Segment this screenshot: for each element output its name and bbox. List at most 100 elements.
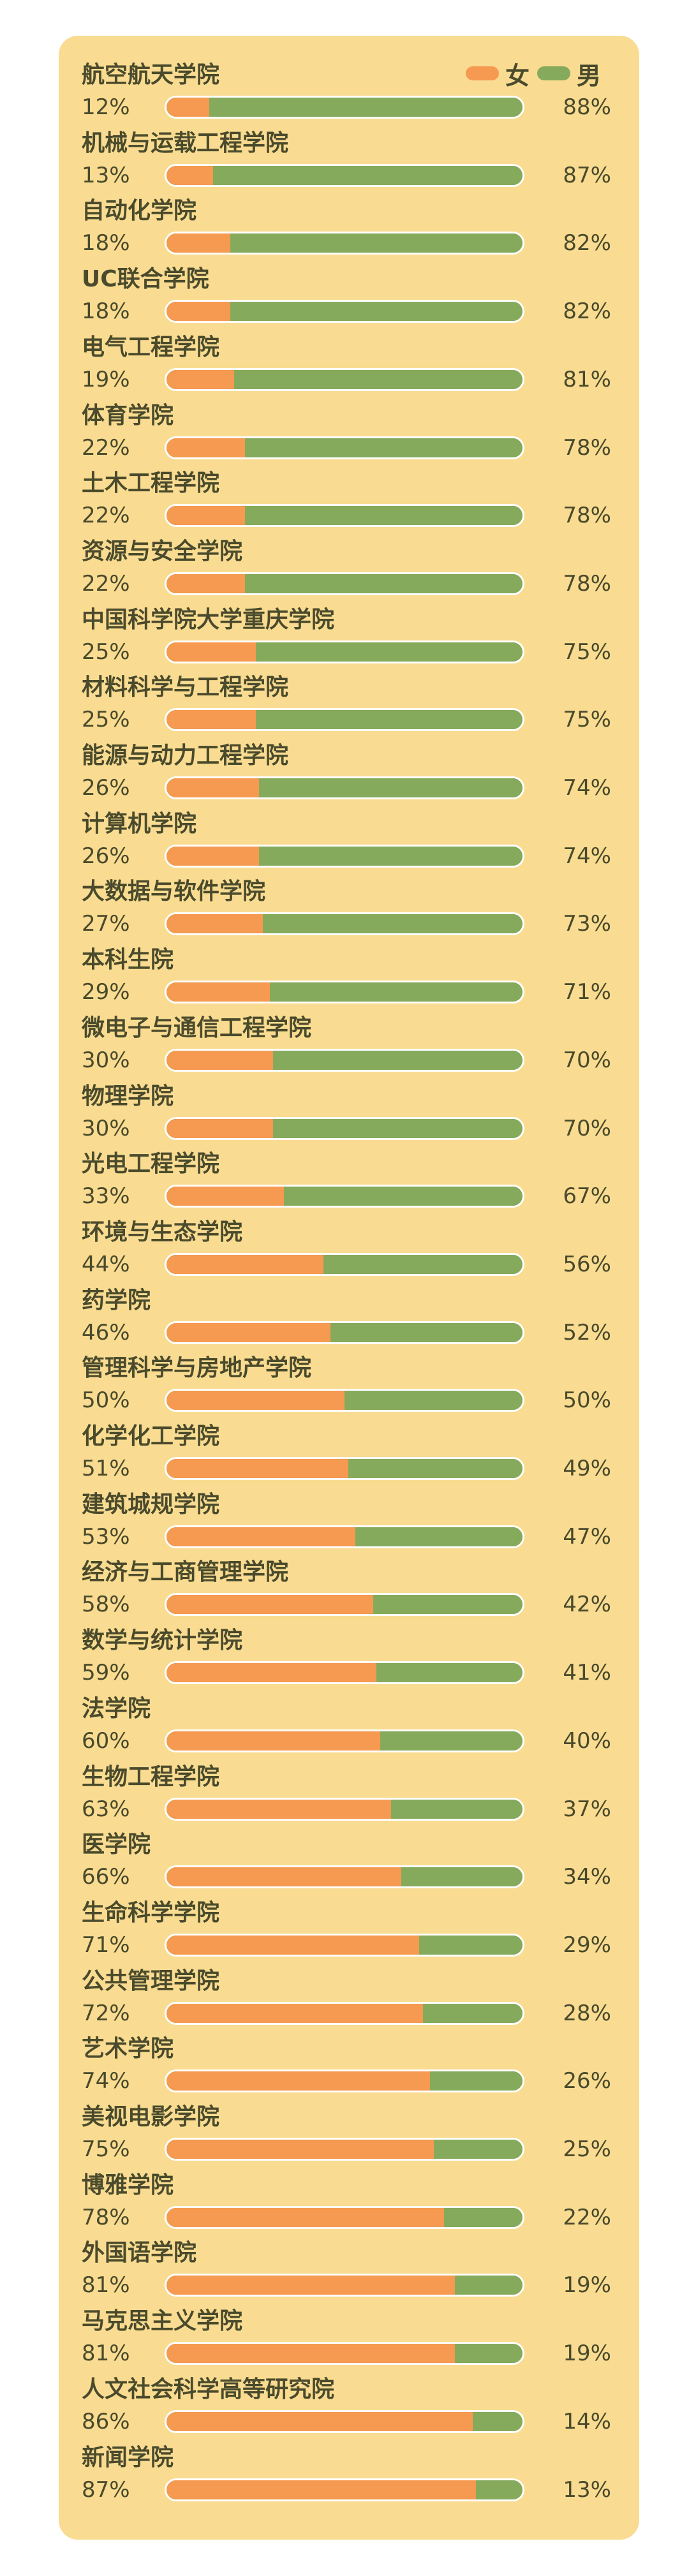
male-bar-segment — [255, 642, 522, 662]
category-label: 机械与运载工程学院 — [82, 130, 289, 156]
male-bar-segment — [259, 846, 522, 866]
male-bar-segment — [422, 2003, 522, 2023]
stacked-bar — [165, 367, 524, 391]
male-bar-segment — [330, 1322, 522, 1342]
male-percent-label: 67% — [563, 1183, 611, 1210]
male-percent-label: 47% — [563, 1523, 611, 1550]
female-percent-label: 66% — [82, 1864, 130, 1890]
male-bar-segment — [269, 982, 522, 1002]
stacked-bar — [165, 2069, 524, 2093]
stacked-bar — [165, 640, 524, 663]
chart-row: 中国科学院大学重庆学院 25% 75% — [0, 606, 689, 673]
female-bar-segment — [167, 98, 209, 117]
chart-row: 法学院 60% 40% — [0, 1695, 689, 1762]
stacked-bar — [165, 1933, 524, 1957]
female-percent-label: 53% — [82, 1523, 130, 1550]
female-percent-label: 44% — [82, 1251, 130, 1277]
female-percent-label: 22% — [82, 570, 130, 596]
male-bar-segment — [323, 1254, 522, 1274]
chart-row: 电气工程学院 19% 81% — [0, 334, 689, 401]
chart-row: 微电子与通信工程学院 30% 70% — [0, 1014, 689, 1081]
stacked-bar — [165, 300, 524, 323]
chart-row: 博雅学院 78% 22% — [0, 2172, 689, 2239]
category-label: 大数据与软件学院 — [82, 878, 266, 905]
stacked-bar — [165, 1116, 524, 1140]
male-bar-segment — [273, 1118, 522, 1138]
female-percent-label: 18% — [82, 230, 130, 256]
female-bar-segment — [167, 1867, 402, 1887]
female-percent-label: 60% — [82, 1728, 130, 1754]
category-label: 新闻学院 — [82, 2444, 174, 2471]
chart-row: 本科生院 29% 71% — [0, 946, 689, 1013]
legend-item-female: 女 — [466, 56, 530, 91]
stacked-bar — [165, 1661, 524, 1685]
category-label: 电气工程学院 — [82, 334, 220, 360]
male-percent-label: 37% — [563, 1796, 611, 1822]
chart-row: 外国语学院 81% 19% — [0, 2239, 689, 2306]
female-percent-label: 12% — [82, 94, 130, 120]
male-percent-label: 74% — [563, 843, 611, 869]
chart-row: 土木工程学院 22% 78% — [0, 470, 689, 537]
chart-row: UC联合学院 18% 82% — [0, 265, 689, 332]
stacked-bar — [165, 504, 524, 528]
female-bar-segment — [167, 302, 231, 322]
male-percent-label: 70% — [563, 1047, 611, 1073]
female-percent-label: 13% — [82, 162, 130, 188]
category-label: 中国科学院大学重庆学院 — [82, 606, 335, 633]
female-bar-segment — [167, 2411, 473, 2431]
stacked-bar — [165, 1525, 524, 1548]
category-label: 体育学院 — [82, 402, 174, 429]
male-percent-label: 34% — [563, 1864, 611, 1890]
male-percent-label: 28% — [563, 2000, 611, 2026]
chart-row: 医学院 66% 34% — [0, 1831, 689, 1898]
legend-label-female: 女 — [505, 61, 530, 90]
female-bar-segment — [167, 1731, 380, 1751]
stacked-bar — [165, 2478, 524, 2501]
chart-row: 体育学院 22% 78% — [0, 402, 689, 469]
female-bar-segment — [167, 506, 245, 526]
male-percent-label: 49% — [563, 1456, 611, 1481]
stacked-bar — [165, 912, 524, 936]
category-label: 自动化学院 — [82, 198, 197, 225]
stacked-bar — [165, 232, 524, 255]
stacked-bar — [165, 1865, 524, 1889]
stacked-bar — [165, 1185, 524, 1208]
male-percent-label: 78% — [563, 570, 611, 596]
male-percent-label: 29% — [563, 1932, 611, 1958]
category-label: UC联合学院 — [82, 266, 209, 293]
female-bar-segment — [167, 2207, 445, 2227]
male-percent-label: 26% — [563, 2068, 611, 2094]
female-percent-label: 25% — [82, 707, 130, 733]
male-percent-label: 41% — [563, 1660, 611, 1686]
category-label: 环境与生态学院 — [82, 1218, 243, 1245]
category-label: 法学院 — [82, 1695, 151, 1722]
female-bar-segment — [167, 2480, 477, 2499]
female-bar-segment — [167, 1254, 323, 1274]
male-percent-label: 25% — [563, 2136, 611, 2162]
stacked-bar — [165, 436, 524, 459]
female-bar-segment — [167, 1322, 330, 1342]
male-bar-segment — [429, 2071, 522, 2091]
female-percent-label: 87% — [82, 2476, 130, 2503]
male-percent-label: 75% — [563, 707, 611, 733]
chart-row: 自动化学院 18% 82% — [0, 197, 689, 264]
category-label: 航空航天学院 — [82, 62, 220, 88]
male-percent-label: 88% — [563, 94, 611, 120]
category-label: 化学化工学院 — [82, 1423, 220, 1449]
male-bar-segment — [273, 1050, 522, 1070]
male-bar-segment — [401, 1867, 522, 1887]
female-percent-label: 63% — [82, 1796, 130, 1822]
category-label: 人文社会科学高等研究院 — [82, 2376, 335, 2402]
male-bar-segment — [444, 2207, 522, 2227]
chart-row: 生物工程学院 63% 37% — [0, 1763, 689, 1830]
male-bar-segment — [344, 1391, 522, 1410]
category-label: 博雅学院 — [82, 2172, 174, 2198]
stacked-bar — [165, 1252, 524, 1276]
male-bar-segment — [262, 914, 522, 934]
chart-row: 新闻学院 87% 13% — [0, 2444, 689, 2511]
chart-row: 马克思主义学院 81% 19% — [0, 2307, 689, 2374]
female-bar-segment — [167, 642, 256, 662]
female-bar-segment — [167, 2071, 430, 2091]
category-label: 建筑城规学院 — [82, 1491, 220, 1518]
chart-row: 建筑城规学院 53% 47% — [0, 1491, 689, 1558]
